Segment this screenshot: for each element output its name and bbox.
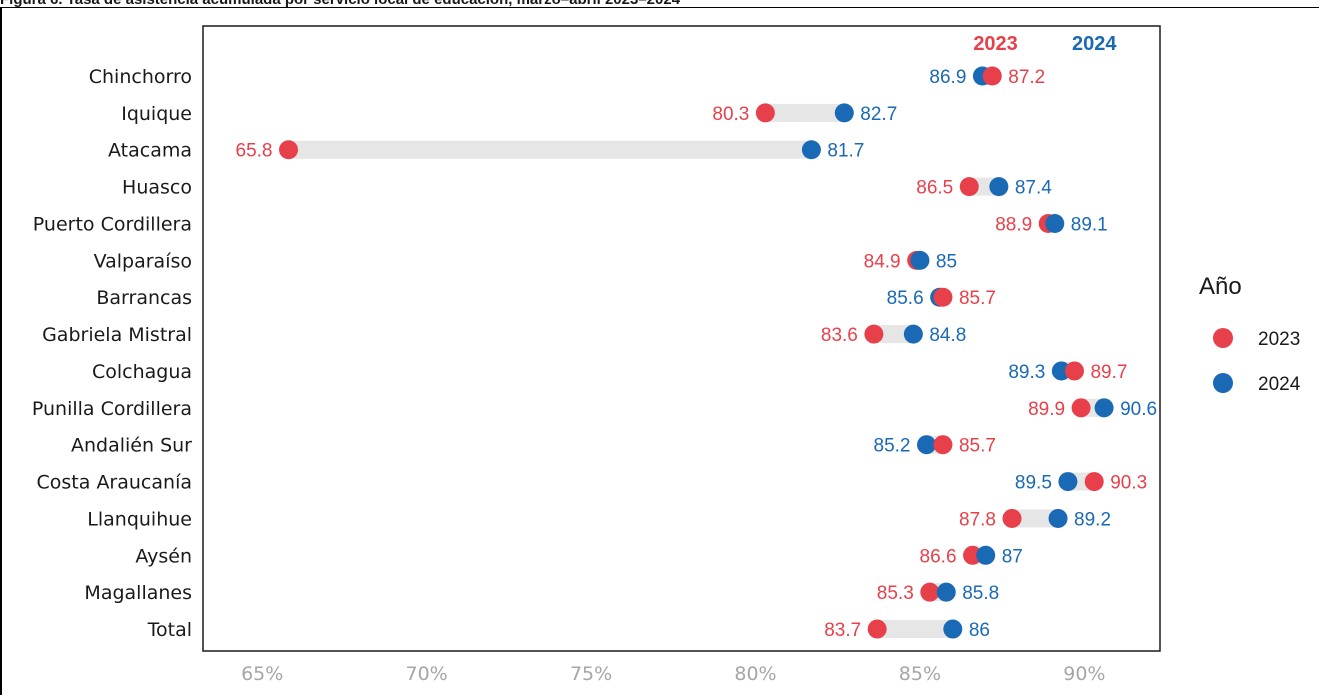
category-label: Puerto Cordillera [33, 213, 192, 235]
data-label-2024: 89.5 [1015, 473, 1052, 494]
legend-title: Año [1199, 273, 1242, 300]
x-tick-label: 75% [570, 663, 612, 685]
data-label-2023: 90.3 [1110, 473, 1147, 494]
category-label: Gabriela Mistral [42, 324, 192, 346]
data-point-2024 [1095, 398, 1114, 417]
data-label-2024: 85.2 [874, 436, 911, 457]
data-point-2023 [933, 435, 952, 454]
data-label-2023: 85.7 [959, 288, 996, 309]
data-label-2024: 87 [1002, 546, 1023, 567]
data-point-2024 [910, 251, 929, 270]
data-point-2023 [1085, 472, 1104, 491]
dumbbell-segment [877, 620, 953, 638]
data-point-2023 [1065, 361, 1084, 380]
data-label-2023: 88.9 [995, 214, 1032, 235]
data-label-2023: 85.7 [959, 436, 996, 457]
data-point-2023 [1072, 398, 1091, 417]
data-label-2024: 81.7 [827, 141, 864, 162]
data-label-2023: 85.3 [877, 583, 914, 604]
data-label-2023: 83.6 [821, 325, 858, 346]
data-point-2024 [989, 177, 1008, 196]
data-point-2023 [1003, 509, 1022, 528]
legend-marker-2023 [1213, 328, 1233, 348]
data-point-2023 [920, 583, 939, 602]
legend-label-2024: 2024 [1258, 374, 1301, 395]
data-point-2023 [279, 140, 298, 159]
legend-marker-2024 [1213, 373, 1233, 393]
category-label: Costa Araucanía [37, 472, 192, 494]
data-label-2023: 86.6 [920, 546, 957, 567]
data-label-2023: 84.9 [864, 251, 901, 272]
data-label-2023: 86.5 [916, 178, 953, 199]
data-point-2024 [917, 435, 936, 454]
data-label-2024: 85 [936, 251, 957, 272]
data-label-2024: 84.8 [929, 325, 966, 346]
x-tick-label: 85% [899, 663, 941, 685]
data-label-2024: 85.8 [962, 583, 999, 604]
data-label-2024: 86.9 [929, 67, 966, 88]
data-point-2024 [1058, 472, 1077, 491]
x-tick-label: 90% [1063, 663, 1105, 685]
x-tick-label: 70% [406, 663, 448, 685]
data-point-2024 [1045, 214, 1064, 233]
data-label-2023: 89.7 [1090, 362, 1127, 383]
category-label: Chinchorro [89, 66, 192, 88]
data-label-2024: 89.3 [1008, 362, 1045, 383]
data-point-2023 [933, 288, 952, 307]
data-point-2023 [983, 67, 1002, 86]
data-point-2024 [976, 546, 995, 565]
data-label-2024: 86 [969, 620, 990, 641]
data-label-2023: 80.3 [712, 104, 749, 125]
category-label: Total [147, 619, 192, 641]
dumbbell-segment [289, 141, 812, 159]
category-label: Atacama [108, 140, 192, 162]
category-label: Aysén [135, 545, 192, 567]
data-point-2023 [960, 177, 979, 196]
category-label: Llanquihue [87, 508, 192, 530]
data-point-2024 [943, 620, 962, 639]
data-point-2024 [904, 325, 923, 344]
data-point-2024 [835, 103, 854, 122]
data-label-2024: 89.2 [1074, 509, 1111, 530]
data-label-2024: 82.7 [860, 104, 897, 125]
data-point-2023 [756, 103, 775, 122]
category-label: Magallanes [84, 582, 192, 604]
data-label-2023: 87.8 [959, 509, 996, 530]
data-label-2024: 90.6 [1120, 399, 1157, 420]
data-label-2023: 83.7 [824, 620, 861, 641]
category-label: Barrancas [96, 287, 192, 309]
category-label: Huasco [122, 177, 192, 199]
category-label: Iquique [121, 103, 192, 125]
legend-label-2023: 2023 [1258, 329, 1300, 350]
data-point-2024 [937, 583, 956, 602]
x-tick-label: 80% [734, 663, 776, 685]
data-label-2023: 89.9 [1028, 399, 1065, 420]
dumbbell-segment [765, 104, 844, 122]
data-label-2023: 65.8 [236, 141, 273, 162]
category-label: Punilla Cordillera [32, 398, 192, 420]
data-point-2023 [864, 325, 883, 344]
data-point-2024 [1049, 509, 1068, 528]
x-tick-label: 65% [241, 663, 283, 685]
category-label: Colchagua [92, 361, 192, 383]
data-point-2024 [802, 140, 821, 159]
category-label: Andalién Sur [71, 435, 192, 457]
data-label-2024: 87.4 [1015, 178, 1052, 199]
data-point-2023 [868, 620, 887, 639]
data-label-2023: 87.2 [1008, 67, 1045, 88]
column-header-2023: 2023 [973, 33, 1018, 55]
data-label-2024: 89.1 [1071, 214, 1108, 235]
data-label-2024: 85.6 [887, 288, 924, 309]
column-header-2024: 2024 [1072, 33, 1117, 55]
category-label: Valparaíso [94, 250, 192, 272]
